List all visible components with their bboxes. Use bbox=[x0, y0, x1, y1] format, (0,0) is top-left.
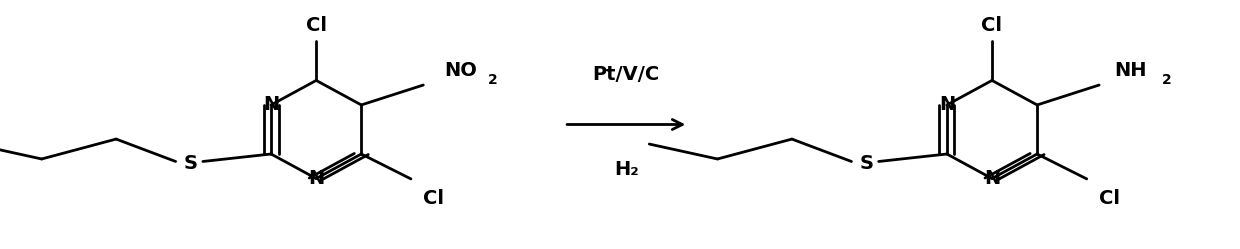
Text: H₂: H₂ bbox=[614, 160, 639, 179]
Text: N: N bbox=[263, 95, 279, 115]
Text: S: S bbox=[184, 154, 197, 174]
Text: Cl: Cl bbox=[982, 16, 1002, 35]
Text: 2: 2 bbox=[1162, 73, 1172, 87]
Text: Cl: Cl bbox=[306, 16, 326, 35]
Text: Pt/V/C: Pt/V/C bbox=[593, 65, 660, 84]
Text: S: S bbox=[859, 154, 873, 174]
Text: 2: 2 bbox=[487, 73, 497, 87]
Text: Cl: Cl bbox=[423, 189, 444, 208]
Text: N: N bbox=[308, 169, 325, 188]
Text: N: N bbox=[983, 169, 1001, 188]
Text: Cl: Cl bbox=[1099, 189, 1120, 208]
Text: NO: NO bbox=[444, 61, 477, 80]
Text: N: N bbox=[939, 95, 955, 115]
Text: NH: NH bbox=[1114, 61, 1146, 80]
